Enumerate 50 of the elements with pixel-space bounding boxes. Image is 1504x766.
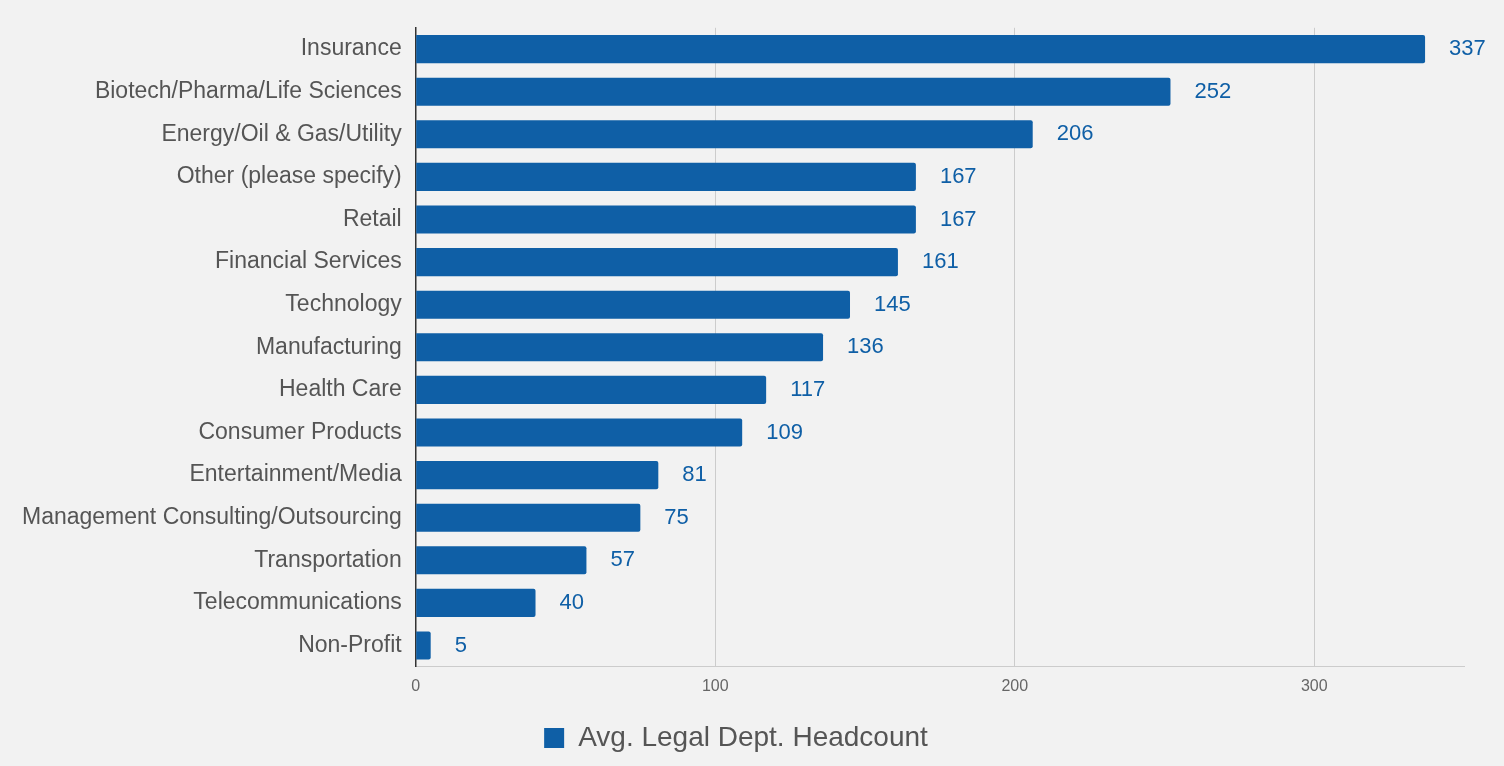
y-tick-label: Telecommunications [193, 588, 402, 615]
data-label: 109 [766, 418, 803, 444]
y-tick-label: Entertainment/Media [189, 460, 402, 487]
data-label: 136 [847, 333, 884, 359]
y-tick-label: Biotech/Pharma/Life Sciences [94, 77, 402, 104]
x-tick-label: 300 [1300, 676, 1328, 694]
data-label: 167 [939, 205, 977, 231]
data-label: 40 [559, 588, 584, 614]
data-label: 145 [874, 290, 911, 316]
y-tick-label: Consumer Products [198, 417, 402, 444]
y-tick-label: Retail [342, 204, 402, 231]
bar [416, 77, 1171, 106]
y-tick-label: Insurance [300, 34, 402, 61]
y-tick-label: Health Care [278, 375, 402, 402]
bar [416, 290, 850, 319]
bar [416, 205, 916, 234]
y-tick-label: Non-Profit [298, 630, 403, 657]
data-label: 206 [1056, 120, 1094, 146]
bar [416, 546, 587, 575]
bar [416, 248, 898, 277]
bar [416, 333, 824, 362]
y-tick-label: Technology [285, 290, 403, 317]
data-label: 117 [790, 375, 826, 401]
bar [416, 418, 743, 447]
x-tick-label: 200 [1001, 676, 1029, 694]
bar [416, 35, 1426, 64]
data-label: 57 [610, 546, 635, 572]
bar [416, 120, 1033, 149]
y-tick-label: Transportation [254, 545, 402, 572]
data-label: 161 [921, 248, 959, 274]
legend-label: Avg. Legal Dept. Headcount [578, 720, 929, 752]
data-label: 252 [1194, 77, 1232, 103]
bar [416, 588, 536, 617]
bar [416, 503, 641, 532]
bar [416, 461, 659, 490]
data-label: 167 [939, 162, 977, 188]
bar [416, 162, 916, 191]
y-tick-label: Manufacturing [255, 332, 402, 359]
data-label: 337 [1449, 35, 1486, 61]
bar [416, 375, 767, 404]
y-tick-label: Energy/Oil & Gas/Utility [161, 119, 403, 146]
x-tick-label: 0 [411, 676, 421, 694]
y-tick-label: Financial Services [215, 247, 402, 274]
data-label: 81 [682, 461, 707, 487]
y-tick-label: Other (please specify) [176, 162, 402, 189]
x-tick-label: 100 [701, 676, 729, 694]
data-label: 75 [664, 503, 689, 529]
data-label: 5 [454, 631, 467, 657]
bar [416, 631, 431, 660]
y-tick-label: Management Consulting/Outsourcing [21, 503, 402, 530]
